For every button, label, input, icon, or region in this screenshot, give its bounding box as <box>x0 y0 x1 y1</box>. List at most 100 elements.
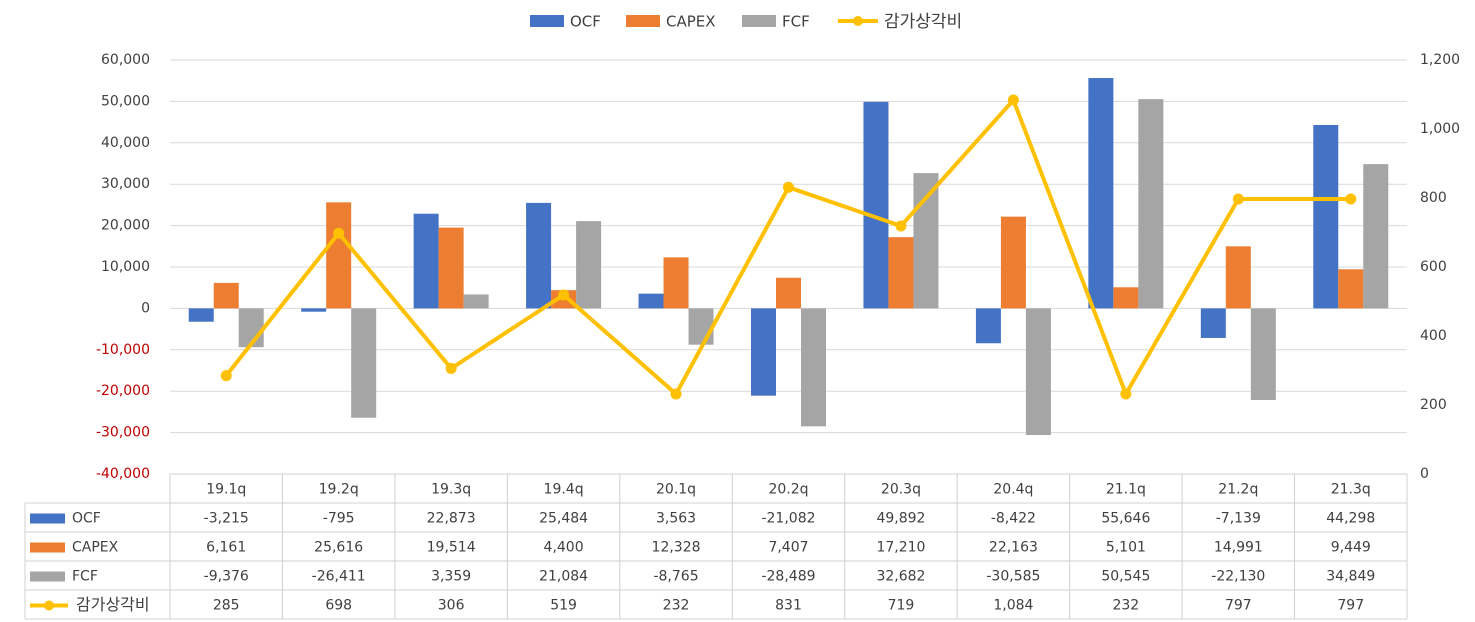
category-label: 21.2q <box>1218 482 1258 498</box>
data-label: 44,298 <box>1326 511 1375 527</box>
category-label: 20.1q <box>656 482 696 498</box>
y-right-tick-label: 600 <box>1420 259 1447 275</box>
y-left-tick-label: -20,000 <box>96 383 150 399</box>
line-point-depreciation <box>1007 94 1019 106</box>
bar-ocf <box>975 308 1001 344</box>
bar-ocf <box>526 202 552 309</box>
data-label: -7,139 <box>1216 511 1261 527</box>
bar-fcf <box>913 173 939 309</box>
bar-capex <box>1338 269 1364 309</box>
y-left-tick-label: 50,000 <box>101 93 150 109</box>
data-label: 698 <box>325 598 352 614</box>
category-label: 20.2q <box>768 482 808 498</box>
y-right-tick-label: 200 <box>1420 397 1447 413</box>
bar-ocf <box>1313 125 1339 309</box>
data-label: 6,161 <box>206 540 246 556</box>
bar-fcf <box>1138 99 1164 309</box>
line-point-depreciation <box>1120 388 1132 400</box>
line-point-depreciation <box>1232 193 1244 205</box>
y-left-tick-label: 0 <box>141 300 150 316</box>
line-point-depreciation <box>895 220 907 232</box>
data-label: -21,082 <box>761 511 815 527</box>
line-point-depreciation <box>333 227 345 239</box>
bar-capex <box>213 282 239 309</box>
category-label: 19.3q <box>431 482 471 498</box>
data-label: -9,376 <box>204 569 249 585</box>
table-key-ocf <box>30 513 65 524</box>
table-series-name: OCF <box>72 511 101 527</box>
data-label: 9,449 <box>1331 540 1371 556</box>
category-label: 20.4q <box>993 482 1033 498</box>
bar-capex <box>776 277 801 309</box>
bar-capex <box>888 237 914 309</box>
bar-fcf <box>1363 164 1389 309</box>
data-label: 306 <box>438 598 465 614</box>
bar-capex <box>1113 287 1139 309</box>
y-left-tick-label: 10,000 <box>101 259 150 275</box>
data-label: 25,616 <box>314 540 363 556</box>
y-left-tick-label: -10,000 <box>96 342 150 358</box>
data-label: -30,585 <box>986 569 1040 585</box>
data-label: 719 <box>888 598 915 614</box>
data-label: 17,210 <box>876 540 925 556</box>
y-right-tick-label: 1,200 <box>1420 52 1460 68</box>
category-label: 19.2q <box>319 482 359 498</box>
table-key-marker <box>44 600 54 611</box>
category-label: 19.1q <box>206 482 246 498</box>
bar-capex <box>438 227 464 309</box>
bar-fcf <box>463 294 489 309</box>
y-left-tick-label: 30,000 <box>101 176 150 192</box>
bar-fcf <box>238 308 264 348</box>
legend-key-marker <box>853 16 863 26</box>
bar-ocf <box>188 308 214 322</box>
bar-fcf <box>576 221 602 309</box>
data-label: 12,328 <box>652 540 701 556</box>
legend-key-capex <box>626 15 660 27</box>
table-key-capex <box>30 542 65 553</box>
legend-label: OCF <box>570 13 601 31</box>
data-label: 21,084 <box>539 569 588 585</box>
table-series-name: FCF <box>72 569 98 585</box>
legend-key-fcf <box>742 15 776 27</box>
bar-fcf <box>351 308 377 418</box>
y-right-tick-label: 400 <box>1420 328 1447 344</box>
category-label: 20.3q <box>881 482 921 498</box>
data-label: 285 <box>213 598 240 614</box>
data-label: 5,101 <box>1106 540 1146 556</box>
bar-fcf <box>801 308 826 427</box>
data-label: 3,359 <box>431 569 471 585</box>
data-label: 50,545 <box>1101 569 1150 585</box>
data-label: 14,991 <box>1214 540 1263 556</box>
y-left-tick-label: 60,000 <box>101 52 150 68</box>
bar-ocf <box>413 213 439 309</box>
bar-capex <box>1225 246 1251 309</box>
table-key-fcf <box>30 571 65 582</box>
data-label: 55,646 <box>1101 511 1150 527</box>
table-series-name: 감가상각비 <box>76 595 150 614</box>
data-label: -3,215 <box>204 511 249 527</box>
data-label: 797 <box>1225 598 1252 614</box>
data-label: 232 <box>1112 598 1139 614</box>
line-point-depreciation <box>670 388 682 400</box>
legend-label: CAPEX <box>666 13 716 31</box>
y-left-tick-label: -30,000 <box>96 425 150 441</box>
bar-fcf <box>1250 308 1276 401</box>
data-label: 22,163 <box>989 540 1038 556</box>
line-point-depreciation <box>558 289 570 301</box>
data-label: 797 <box>1337 598 1364 614</box>
bar-fcf <box>1025 308 1051 436</box>
line-point-depreciation <box>1345 193 1357 205</box>
data-label: 831 <box>775 598 802 614</box>
y-left-tick-label: -40,000 <box>96 466 150 482</box>
data-label: -8,422 <box>991 511 1036 527</box>
bar-capex <box>326 202 352 309</box>
y-right-tick-label: 1,000 <box>1420 121 1460 137</box>
data-label: -22,130 <box>1211 569 1265 585</box>
bar-fcf <box>688 308 714 345</box>
category-label: 19.4q <box>544 482 584 498</box>
bar-ocf <box>863 101 889 309</box>
table-series-name: CAPEX <box>72 540 119 556</box>
data-label: 22,873 <box>427 511 476 527</box>
legend-key-ocf <box>530 15 564 27</box>
